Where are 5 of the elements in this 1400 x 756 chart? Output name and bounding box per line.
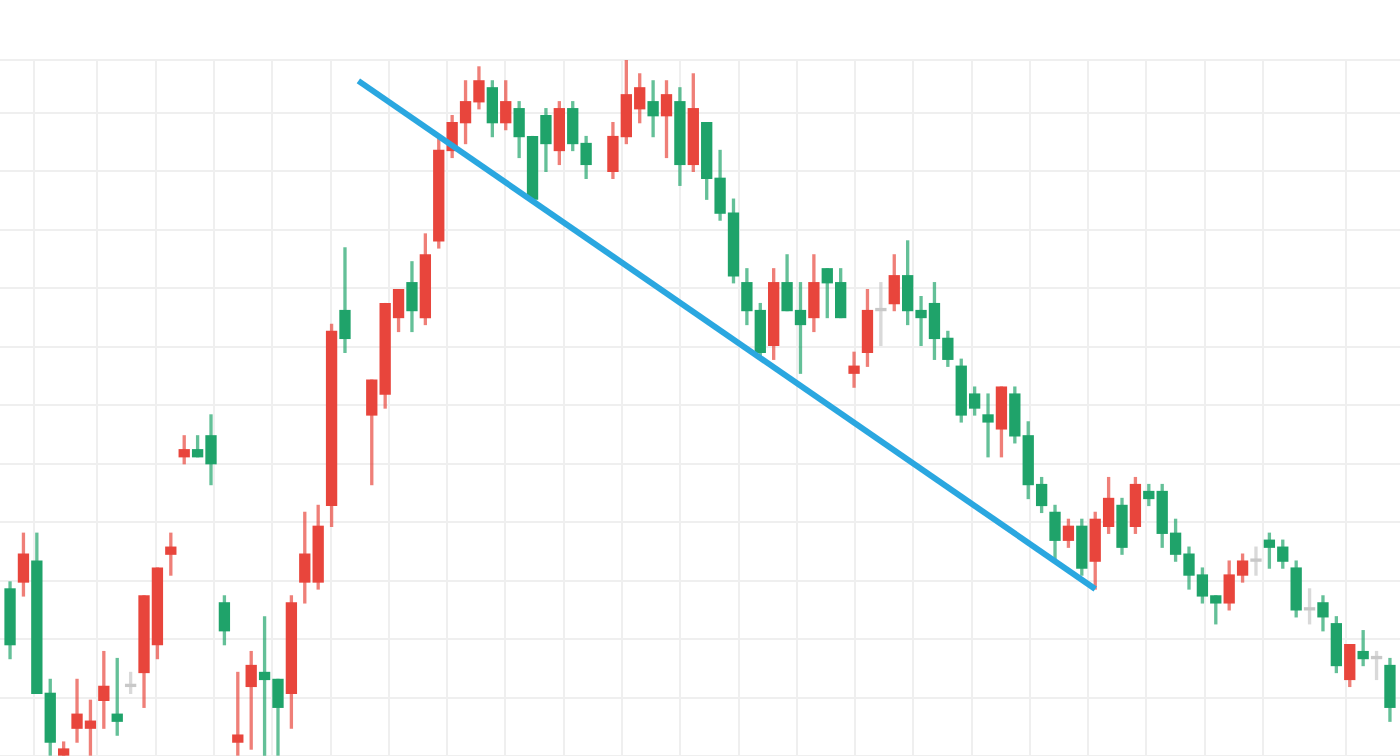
candlestick [1357, 630, 1369, 667]
candlestick [982, 393, 994, 458]
candlestick [1250, 546, 1262, 576]
candlestick [875, 282, 887, 347]
candlestick [848, 351, 860, 388]
